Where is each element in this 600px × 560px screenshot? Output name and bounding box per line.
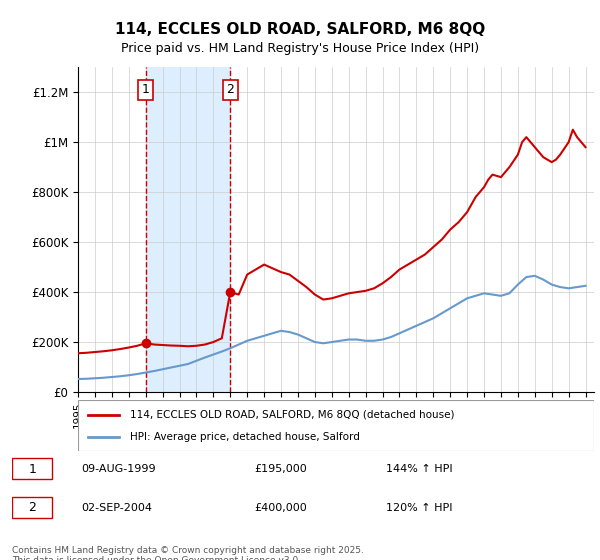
Text: 1: 1 xyxy=(142,83,149,96)
Text: £195,000: £195,000 xyxy=(254,464,307,474)
Text: 1: 1 xyxy=(28,463,36,476)
FancyBboxPatch shape xyxy=(12,458,52,479)
Text: 2: 2 xyxy=(28,501,36,515)
Text: Price paid vs. HM Land Registry's House Price Index (HPI): Price paid vs. HM Land Registry's House … xyxy=(121,42,479,55)
Text: 09-AUG-1999: 09-AUG-1999 xyxy=(81,464,156,474)
Text: 114, ECCLES OLD ROAD, SALFORD, M6 8QQ (detached house): 114, ECCLES OLD ROAD, SALFORD, M6 8QQ (d… xyxy=(130,409,454,419)
Text: 02-SEP-2004: 02-SEP-2004 xyxy=(81,503,152,513)
Text: Contains HM Land Registry data © Crown copyright and database right 2025.
This d: Contains HM Land Registry data © Crown c… xyxy=(12,546,364,560)
Text: HPI: Average price, detached house, Salford: HPI: Average price, detached house, Salf… xyxy=(130,432,359,442)
FancyBboxPatch shape xyxy=(12,497,52,517)
Text: 144% ↑ HPI: 144% ↑ HPI xyxy=(386,464,453,474)
FancyBboxPatch shape xyxy=(78,400,594,451)
Text: 120% ↑ HPI: 120% ↑ HPI xyxy=(386,503,453,513)
Text: 2: 2 xyxy=(226,83,234,96)
Text: £400,000: £400,000 xyxy=(254,503,307,513)
Bar xyxy=(146,67,230,392)
Text: 114, ECCLES OLD ROAD, SALFORD, M6 8QQ: 114, ECCLES OLD ROAD, SALFORD, M6 8QQ xyxy=(115,22,485,38)
